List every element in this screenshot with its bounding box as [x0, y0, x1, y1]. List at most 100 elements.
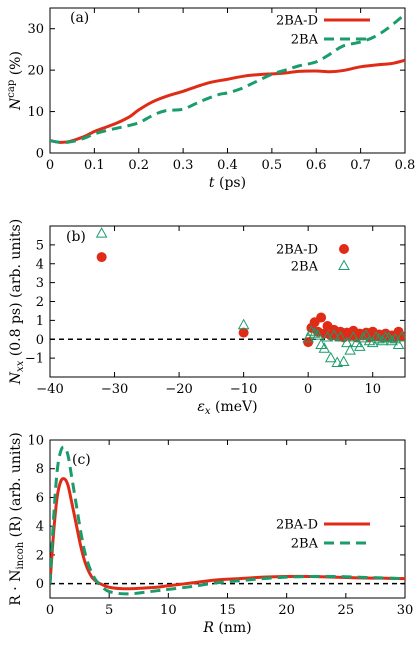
y-axis-label: Nxx (0.8 ps) (arb. units)	[8, 219, 26, 385]
x-tick-label: 0.1	[84, 158, 105, 173]
point-2BA	[395, 330, 405, 342]
point-2BA	[366, 336, 379, 348]
legend-swatch-2BA-D	[339, 244, 349, 254]
series-line-2BA-D	[50, 58, 405, 144]
y-tick-label: 0	[36, 333, 44, 348]
x-label-sub: x	[205, 406, 211, 417]
point-2BA	[308, 327, 321, 338]
plot-area	[50, 13, 405, 144]
point-2BA	[305, 325, 318, 336]
x-tick-label: 0.8	[395, 158, 415, 173]
y-axis-label: Ncap (%)	[6, 51, 24, 111]
point-2BA	[344, 344, 356, 355]
x-label-unit: (nm)	[214, 620, 252, 636]
y-tick-label: 0	[36, 147, 44, 162]
panel-label: (a)	[70, 10, 89, 26]
y-tick-label: 2	[36, 548, 44, 563]
x-tick-label: 15	[219, 603, 236, 618]
x-tick-label: −30	[101, 382, 128, 397]
x-tick-label: 0	[46, 158, 54, 173]
y-tick-label: 1	[36, 314, 44, 329]
point-2BA	[357, 331, 369, 343]
y-tick-label: 6	[36, 491, 44, 506]
y-label-unit: (%)	[8, 51, 24, 80]
x-tick-label: 20	[278, 603, 295, 618]
y-tick-label: 4	[36, 257, 44, 272]
y-label-unit: (R) (arb. units)	[8, 432, 24, 542]
point-2BA	[328, 329, 340, 340]
panel-c: 0 5 10 15 20 25 30 0 2 4 6 8 10 2BA-D 2BA (c) R (nm) R · …	[8, 432, 413, 636]
point-2BA	[379, 330, 392, 342]
x-tick-label: 0.7	[350, 158, 371, 173]
point-2BA	[334, 330, 347, 342]
point-2BA	[354, 340, 366, 351]
x-tick-label: 10	[364, 382, 381, 397]
x-tick-label: −40	[36, 382, 63, 397]
legend-label-2BA: 2BA	[291, 260, 319, 275]
x-tick-label: −20	[165, 382, 192, 397]
legend-swatch-2BA	[338, 259, 350, 270]
y-label-main: R · N	[8, 570, 24, 606]
point-2BA	[237, 318, 250, 330]
point-2BA	[312, 329, 324, 340]
x-axis-label: R (nm)	[202, 620, 251, 636]
point-2BA	[341, 336, 353, 348]
x-tick-label: 0.6	[306, 158, 327, 173]
point-2BA	[318, 342, 331, 353]
y-tick-label: 30	[27, 22, 44, 37]
y-tick-label: 4	[36, 520, 44, 535]
y-tick-label: 5	[36, 238, 44, 253]
x-axis-label: εx (meV)	[197, 399, 257, 417]
legend-label-2BA-D: 2BA-D	[276, 243, 318, 258]
x-tick-label: 0.2	[128, 158, 149, 173]
y-label-sub: xx	[15, 360, 26, 372]
y-tick-label: 20	[27, 64, 44, 79]
x-tick-label: 0.5	[262, 158, 283, 173]
x-label-main: t	[209, 175, 215, 191]
x-label-unit: (ps)	[215, 175, 247, 191]
x-tick-label: 0	[304, 382, 312, 397]
y-tick-label: 10	[27, 105, 44, 120]
point-2BA	[347, 330, 360, 342]
series-line-2BA	[50, 445, 405, 596]
point-2BA-D	[316, 312, 327, 323]
y-tick-label: 8	[36, 462, 44, 477]
x-tick-label: 0.4	[217, 158, 238, 173]
plot-frame	[49, 439, 406, 599]
x-tick-label: 30	[397, 603, 414, 618]
x-tick-label: −10	[230, 382, 257, 397]
y-tick-label: 2	[36, 295, 44, 310]
y-tick-label: −1	[25, 352, 44, 367]
point-2BA	[337, 355, 350, 366]
panel-a: 0 0.1 0.2 0.3 0.4 0.5 0.6 0.7 0.8 0 10 20 30 2BA-D 2BA…	[6, 7, 415, 191]
point-2BA	[360, 329, 373, 340]
series-line-2BA-D	[50, 477, 405, 591]
x-tick-label: 10	[160, 603, 177, 618]
y-label-sub: incoh	[15, 541, 26, 569]
x-tick-label: 0	[46, 603, 54, 618]
x-tick-label: 25	[338, 603, 355, 618]
x-tick-label: 5	[105, 603, 113, 618]
plot-area	[95, 227, 405, 367]
point-2BA	[363, 334, 376, 346]
y-label-main: N	[8, 97, 24, 111]
y-tick-label: 0	[36, 577, 44, 592]
point-2BA	[392, 338, 405, 350]
legend-label-2BA: 2BA	[291, 537, 319, 552]
y-tick-label: 10	[27, 434, 44, 449]
x-tick-label: 0.3	[173, 158, 194, 173]
panel-label: (b)	[66, 229, 86, 245]
y-axis-label: R · Nincoh (R) (arb. units)	[8, 432, 26, 605]
series-line-2BA	[50, 13, 405, 144]
point-2BA	[370, 330, 382, 342]
legend-label-2BA-D: 2BA-D	[276, 14, 318, 29]
point-2BA	[95, 227, 108, 238]
x-label-main: R	[202, 620, 214, 636]
x-label-main: ε	[197, 399, 205, 415]
y-label-sup: cap	[6, 80, 17, 98]
point-2BA-D	[238, 327, 249, 338]
point-2BA	[324, 351, 337, 363]
legend-label-2BA: 2BA	[291, 33, 319, 48]
